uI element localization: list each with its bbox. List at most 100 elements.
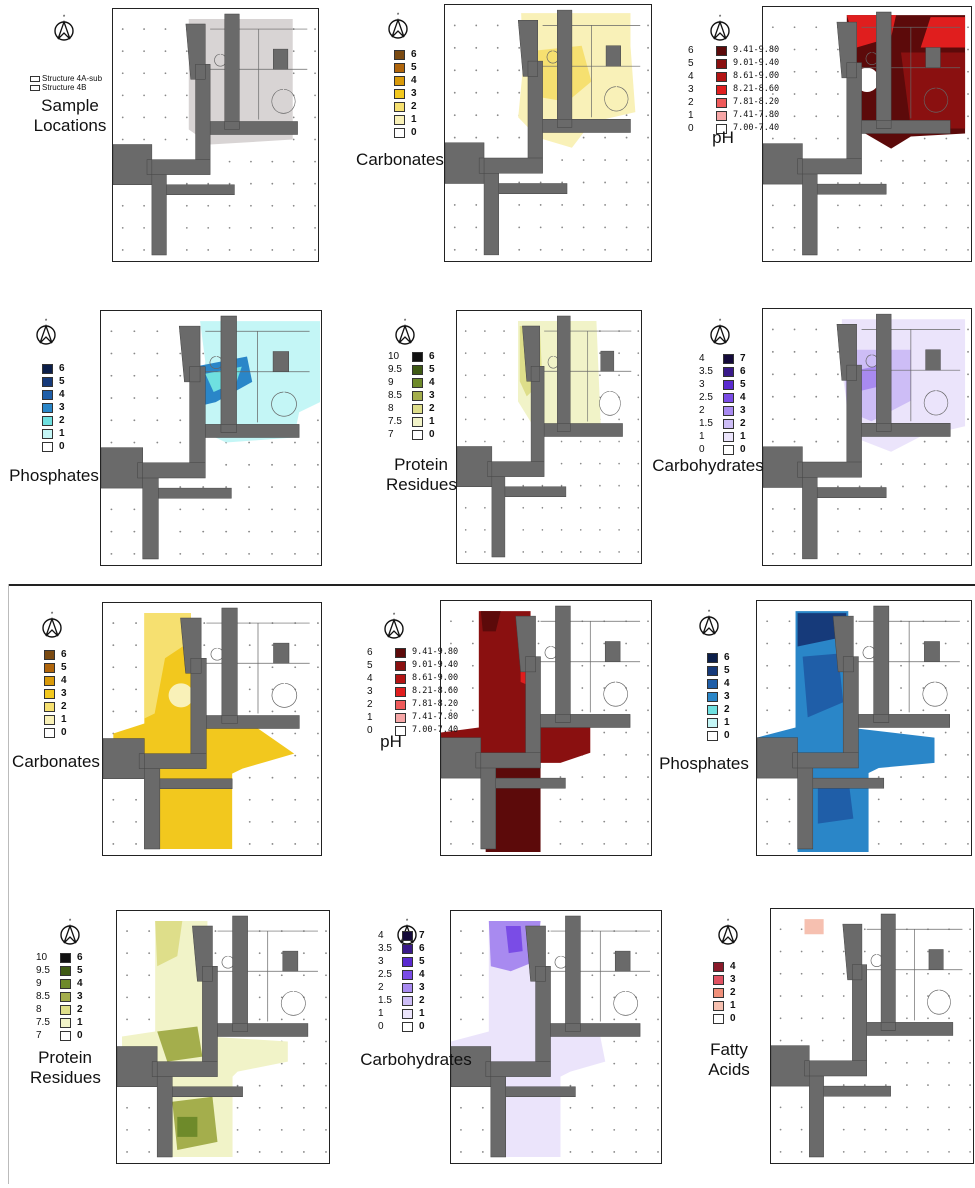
legend-swatch [412,403,423,414]
sample-point [302,1062,305,1065]
plan-linework [550,930,651,1022]
sample-point [969,1039,971,1042]
sample-point [325,1084,327,1087]
sample-point [837,248,839,251]
sample-point [967,226,969,229]
sample-point [464,551,467,553]
sample-point [923,552,926,555]
legend-swatch [42,402,53,413]
sample-point [948,1084,950,1086]
sample-point [112,710,115,713]
sample-point [657,1106,659,1109]
legend-class-number: 3 [740,405,746,416]
sample-point [561,181,564,184]
sample-point [923,159,926,162]
sample-point [292,204,295,207]
legend-scale-value: 8 [36,1004,42,1015]
legend-range: 8.61-9.00 [412,673,459,683]
legend-scale-value: 2 [688,97,694,108]
legend-scale-value: 7 [36,1030,42,1041]
legend-scale-value: 1 [688,110,694,121]
sample-point [842,972,845,975]
sample-point [185,138,188,141]
plan-linework [542,25,641,118]
legend-swatch [44,649,55,660]
legend-class-number: 2 [724,704,730,715]
sample-point [450,664,452,667]
sample-point [121,204,124,207]
sample-point [637,440,640,443]
sample-point [771,552,774,555]
sample-point [927,1061,929,1064]
legend-row: 9.5 5 [36,964,83,977]
sample-point [248,820,251,823]
sample-point [771,418,774,421]
legend-row: 1 [42,427,65,440]
sample-point [314,50,316,53]
legend-row: 10 6 [36,951,83,964]
legend-class-number: 1 [740,431,746,442]
sample-point [647,248,649,251]
legend-scale-value: 4 [367,673,373,684]
sample-point [945,485,948,488]
sample-point [603,709,606,712]
sample-point [121,138,124,141]
legend-class-number: 6 [59,363,65,374]
sample-point [967,70,969,73]
sample-point [148,952,151,955]
title-line: Sample [41,96,99,115]
sample-point [316,530,319,533]
sample-point [294,732,297,735]
sample-point [863,950,866,953]
sample-point [271,710,274,713]
sample-point [967,664,969,667]
sample-point [842,1017,845,1020]
legend-row: 0 [42,440,65,453]
sample-point [518,136,521,139]
title-line: pH [380,732,402,751]
sample-point [148,1151,151,1153]
sample-point [771,530,774,533]
sample-point [582,204,585,206]
legend-row: 6 [44,648,67,661]
sample-point [156,441,159,444]
sample-point [143,226,145,229]
sample-point [294,798,297,801]
sample-point [325,1018,327,1021]
sample-point [766,820,769,823]
legend-swatch [716,123,727,134]
sample-point [148,930,151,932]
sample-point [294,486,296,488]
sample-point [292,160,295,163]
structure-legend-label: Structure 4A-sub [42,74,103,83]
sample-point [837,350,839,353]
legend-range: 8.21-8.60 [733,84,780,94]
sample-point [314,94,316,97]
legend-carbonates-bottom: 6 5 4 3 2 1 0 [44,648,67,739]
sample-point [317,622,319,624]
sample-point [258,974,261,977]
legend-swatch [707,665,718,676]
sample-point [475,204,478,206]
sample-point [771,115,774,118]
sample-point [613,1084,616,1087]
legend-scale-value: 10 [388,351,400,362]
sample-point [858,530,861,533]
legend-carbohydrates-bottom: 4 7 3.5 6 3 5 2.5 4 2 3 1.5 2 1 1 0 0 [378,929,425,1033]
sample-point [900,664,902,667]
sample-point [126,930,128,932]
sample-point [475,24,478,27]
contour-zone [168,683,194,708]
sample-point [603,687,606,689]
sample-point [625,776,628,778]
legend-scale-value: 1 [367,712,373,723]
sample-point [591,952,594,955]
sample-point [314,204,316,207]
legend-class-number: 0 [59,441,65,452]
legend-row: 5 9.01-9.40 [367,659,458,672]
sample-point [126,1151,128,1153]
sample-point [179,486,182,488]
sample-point [842,1039,845,1042]
sample-point [603,820,606,823]
legend-swatch [394,88,405,99]
